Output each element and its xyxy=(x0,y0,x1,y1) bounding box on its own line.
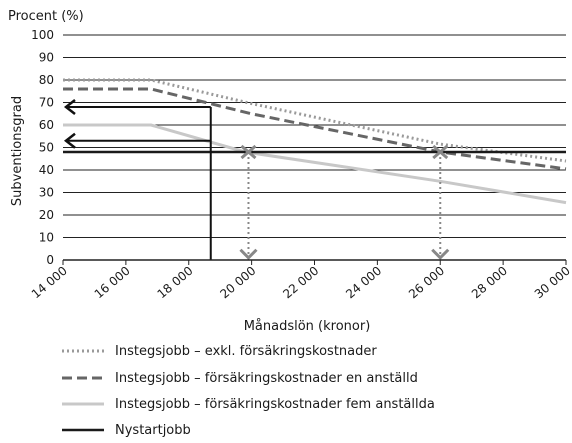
legend-label: Instegsjobb – försäkringskostnader fem a… xyxy=(115,397,435,412)
x-tick-label: 26 000 xyxy=(406,264,447,302)
series-line xyxy=(63,87,567,171)
legend-label: Instegsjobb – exkl. försäkringskostnader xyxy=(115,344,377,359)
x-tick-label: 28 000 xyxy=(469,264,510,302)
y-tick-label: 60 xyxy=(39,118,54,132)
y-tick-label: 80 xyxy=(39,73,54,87)
legend-label: Nystartjobb xyxy=(115,423,191,438)
gridlines xyxy=(62,34,567,265)
y-tick-label: 0 xyxy=(46,253,54,267)
y-tick-label: 70 xyxy=(39,96,54,110)
x-tick-label: 30 000 xyxy=(532,264,572,302)
cross-marker xyxy=(240,144,257,160)
x-axis-title: Månadslön (kronor) xyxy=(244,319,371,334)
x-tick-label: 22 000 xyxy=(280,264,321,302)
y-tick-label: 100 xyxy=(31,28,54,42)
x-tick-label: 14 000 xyxy=(29,264,70,302)
series-lines xyxy=(63,78,567,205)
y-tick-label: 20 xyxy=(39,208,54,222)
legend-label: Instegsjobb – försäkringskostnader en an… xyxy=(115,371,418,386)
cross-marker xyxy=(432,144,449,160)
arrow-head-down xyxy=(431,248,450,260)
y-tick-label: 50 xyxy=(39,141,54,155)
arrow-head-left xyxy=(63,99,76,115)
arrow-head-left xyxy=(63,132,76,149)
y-tick-label: 40 xyxy=(39,163,54,177)
series-line xyxy=(63,123,567,205)
x-tick-label: 18 000 xyxy=(155,264,196,302)
x-tick-label: 16 000 xyxy=(92,264,133,302)
y-unit-label: Procent (%) xyxy=(8,9,84,24)
arrow-head-down xyxy=(239,248,258,260)
legend: Instegsjobb – exkl. försäkringskostnader… xyxy=(62,344,435,438)
y-tick-labels: 0 10 20 30 40 50 60 70 80 90 100 xyxy=(31,28,54,267)
y-tick-label: 90 xyxy=(39,51,54,65)
annotations xyxy=(63,99,450,260)
y-tick-label: 30 xyxy=(39,186,54,200)
y-tick-label: 10 xyxy=(39,231,54,245)
x-tick-label: 24 000 xyxy=(343,264,384,302)
x-tick-labels: 14 000 16 000 18 000 20 000 22 000 24 000 26 0… xyxy=(29,264,572,302)
series-line xyxy=(63,78,567,163)
x-tick-label: 20 000 xyxy=(217,264,258,302)
y-axis-title: Subventionsgrad xyxy=(10,96,25,206)
